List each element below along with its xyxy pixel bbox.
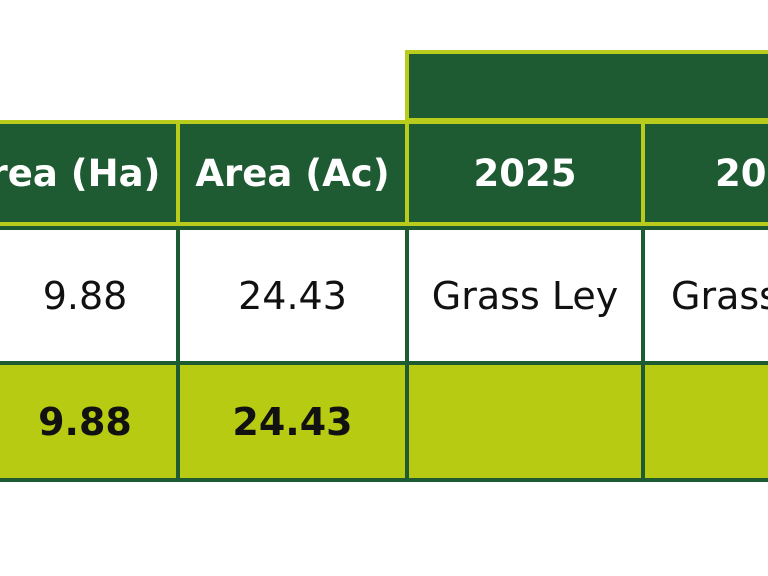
header-year-2025: 2025	[405, 120, 645, 226]
data-year-next: Grass	[641, 226, 768, 365]
data-area-ha: 9.88	[0, 226, 180, 365]
years-header-band	[405, 50, 768, 122]
total-area-ha: 9.88	[0, 361, 180, 482]
header-year-next: 20	[641, 120, 768, 226]
header-area-ac: Area (Ac)	[176, 120, 409, 226]
data-year-2025: Grass Ley	[405, 226, 645, 365]
total-year-next	[641, 361, 768, 482]
header-area-ha: rea (Ha)	[0, 120, 180, 226]
total-year-2025	[405, 361, 645, 482]
total-area-ac: 24.43	[176, 361, 409, 482]
data-area-ac: 24.43	[176, 226, 409, 365]
